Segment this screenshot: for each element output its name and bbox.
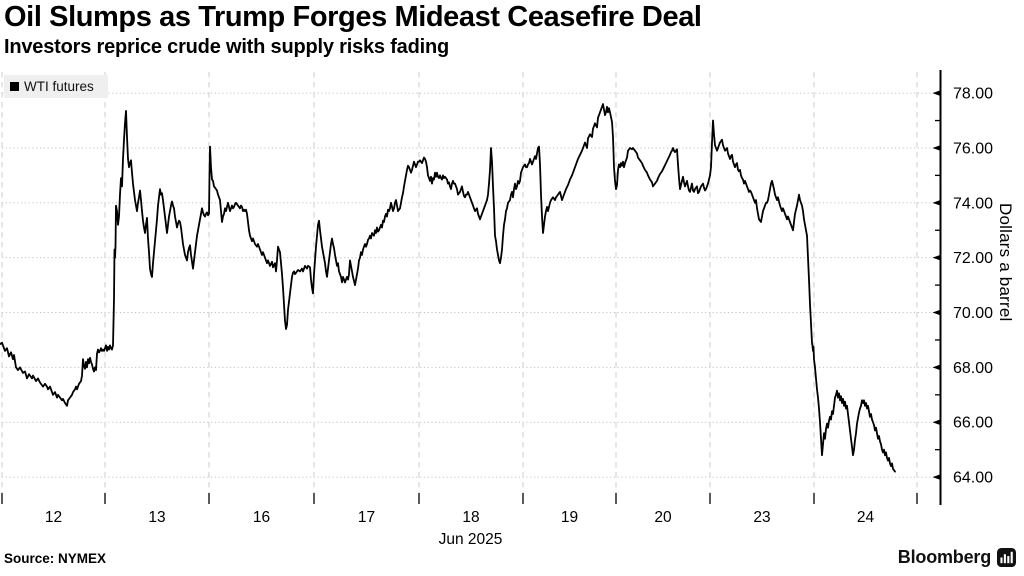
brand: Bloomberg [898, 547, 1016, 568]
y-tick-label: 74.00 [953, 195, 993, 212]
y-tick [932, 89, 942, 97]
x-tick-label: 24 [857, 509, 875, 526]
x-axis-title: Jun 2025 [438, 531, 503, 548]
x-tick-label: 13 [148, 509, 165, 526]
y-tick [932, 473, 942, 481]
x-tick-label: 12 [45, 509, 62, 526]
bloomberg-terminal-icon [997, 548, 1016, 567]
page-title: Oil Slumps as Trump Forges Mideast Cease… [4, 1, 702, 33]
y-tick-label: 70.00 [953, 305, 993, 322]
x-tick-label: 20 [654, 509, 672, 526]
y-axis-title: Dollars a barrel [996, 203, 1015, 322]
x-tick-label: 23 [753, 509, 770, 526]
legend-swatch-icon [10, 82, 19, 91]
y-tick [932, 254, 942, 261]
legend-label: WTI futures [24, 79, 94, 94]
page-subtitle: Investors reprice crude with supply risk… [4, 36, 449, 58]
y-tick [932, 309, 942, 316]
x-tick-label: 19 [561, 509, 578, 526]
y-tick [932, 199, 942, 207]
y-tick-label: 66.00 [953, 415, 993, 432]
y-tick [932, 364, 942, 371]
y-tick [932, 144, 942, 152]
legend: WTI futures [4, 75, 108, 98]
y-tick [932, 419, 942, 426]
y-tick-label: 68.00 [953, 360, 993, 377]
x-tick-label: 16 [253, 509, 270, 526]
brand-name: Bloomberg [897, 547, 991, 567]
x-tick-label: 17 [358, 509, 375, 526]
y-tick-label: 64.00 [953, 470, 993, 487]
y-tick-label: 72.00 [953, 250, 993, 267]
x-tick-label: 18 [462, 509, 479, 526]
price-line [0, 103, 896, 473]
y-tick-label: 78.00 [953, 86, 993, 103]
y-tick-label: 76.00 [953, 140, 993, 157]
source-label: Source: NYMEX [4, 551, 107, 566]
